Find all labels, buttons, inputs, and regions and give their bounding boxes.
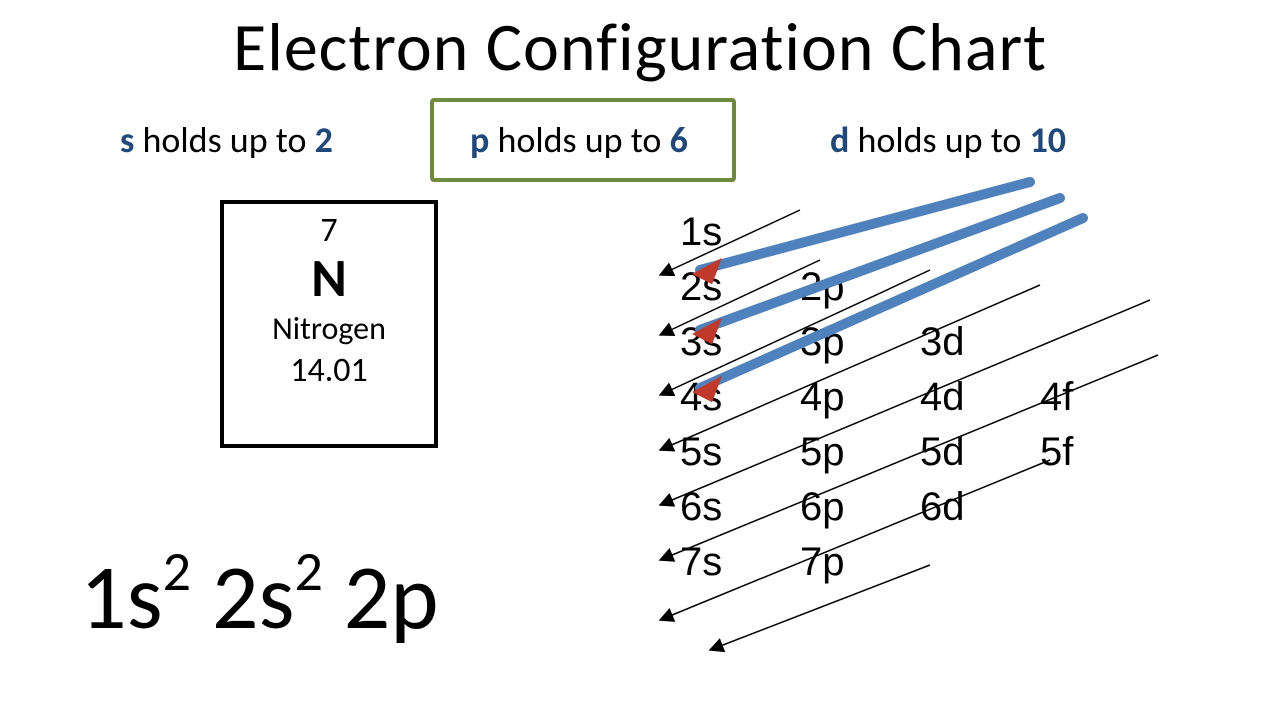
orbital-cell: 4f — [1040, 375, 1073, 420]
orbital-cell: 3p — [800, 320, 845, 365]
electron-configuration: 1s2 2s2 2p — [80, 540, 439, 653]
rule-s: s holds up to 2 — [120, 118, 333, 162]
diagram-stage: Electron Configuration Chart 7 N Nitroge… — [0, 0, 1280, 720]
orbital-cell: 1s — [680, 210, 722, 255]
orbital-cell: 5f — [1040, 430, 1073, 475]
orbital-cell: 7p — [800, 540, 845, 585]
orbital-cell: 3s — [680, 320, 722, 365]
rule-d: d holds up to 10 — [830, 118, 1066, 162]
orbital-cell: 6d — [920, 485, 965, 530]
orbital-cell: 5d — [920, 430, 965, 475]
orbital-cell: 4s — [680, 375, 722, 420]
orbital-cell: 5s — [680, 430, 722, 475]
orbital-cell: 2s — [680, 265, 722, 310]
element-box: 7 N Nitrogen 14.01 — [220, 200, 438, 448]
orbital-cell: 4d — [920, 375, 965, 420]
element-name: Nitrogen — [224, 309, 434, 348]
element-mass: 14.01 — [224, 350, 434, 391]
orbital-cell: 4p — [800, 375, 845, 420]
orbital-cell: 5p — [800, 430, 845, 475]
orbital-cell: 6p — [800, 485, 845, 530]
page-title: Electron Configuration Chart — [0, 6, 1280, 89]
orbital-cell: 7s — [680, 540, 722, 585]
orbital-cell: 3d — [920, 320, 965, 365]
orbital-cell: 6s — [680, 485, 722, 530]
orbital-cell: 2p — [800, 265, 845, 310]
rule-p: p holds up to 6 — [470, 118, 688, 162]
element-symbol: N — [224, 251, 434, 305]
